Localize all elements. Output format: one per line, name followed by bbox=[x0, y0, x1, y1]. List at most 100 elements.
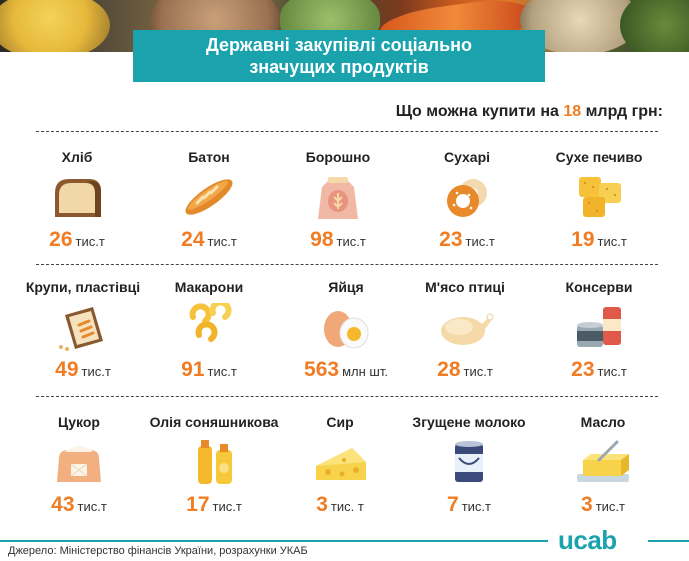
product-value: 43 bbox=[51, 493, 75, 516]
product-value: 24 bbox=[181, 228, 205, 251]
title-line-1: Державні закупівлі соціально bbox=[205, 35, 473, 55]
product-value: 23 bbox=[571, 358, 595, 381]
subtitle: Що можна купити на 18 млрд грн: bbox=[396, 103, 663, 121]
product-sunflower-oil: Олія соняшникова 17 тис.т bbox=[145, 413, 283, 533]
header-photo bbox=[0, 0, 689, 52]
product-name: Олія соняшникова bbox=[149, 414, 279, 430]
product-name: М'ясо птиці bbox=[425, 279, 505, 295]
sugar-sack-icon bbox=[57, 446, 101, 482]
oil-bottles-icon bbox=[198, 440, 232, 484]
ucab-logo: ucab bbox=[558, 525, 617, 555]
product-name: Борошно bbox=[305, 149, 371, 165]
pasta-icon bbox=[189, 303, 232, 342]
product-value: 3 bbox=[316, 493, 328, 516]
product-amount: 23 тис.т bbox=[398, 227, 536, 253]
condensed-milk-icon bbox=[455, 441, 483, 482]
product-unit: тис.т bbox=[207, 364, 237, 379]
product-unit: тис.т bbox=[461, 499, 491, 514]
product-value: 91 bbox=[181, 358, 205, 381]
product-value: 98 bbox=[310, 228, 334, 251]
product-eggs: Яйця 563 млн шт. bbox=[277, 278, 415, 398]
product-unit: тис.т bbox=[595, 499, 625, 514]
product-value: 3 bbox=[581, 493, 593, 516]
product-unit: тис.т bbox=[465, 234, 495, 249]
product-unit: тис.т bbox=[207, 234, 237, 249]
product-value: 28 bbox=[437, 358, 461, 381]
product-cereals: Крупи, пластівці 49 тис.т bbox=[14, 278, 152, 398]
product-unit: тис. т bbox=[330, 499, 364, 514]
divider-3 bbox=[36, 396, 658, 397]
eggs-icon bbox=[324, 311, 369, 349]
product-name: Консерви bbox=[565, 279, 633, 295]
product-name: Крупи, пластівці bbox=[25, 279, 141, 295]
chicken-icon bbox=[441, 313, 494, 345]
product-name: Батон bbox=[188, 149, 230, 165]
product-value: 23 bbox=[439, 228, 463, 251]
bagel-icon bbox=[447, 179, 487, 217]
title-line-2: значущих продуктів bbox=[249, 57, 429, 77]
product-canned: Консерви 23 тис.т bbox=[530, 278, 668, 398]
product-unit: тис.т bbox=[597, 364, 627, 379]
cereal-bag-icon bbox=[59, 307, 103, 351]
product-value: 19 bbox=[571, 228, 595, 251]
product-amount: 24 тис.т bbox=[140, 227, 278, 253]
product-unit: тис.т bbox=[212, 499, 242, 514]
product-name: Сухе печиво bbox=[555, 149, 643, 165]
product-rusks: Сухарі 23 тис.т bbox=[398, 148, 536, 268]
subtitle-suffix: млрд грн: bbox=[581, 103, 663, 120]
product-poultry: М'ясо птиці 28 тис.т bbox=[396, 278, 534, 398]
product-sugar: Цукор 43 тис.т bbox=[10, 413, 148, 533]
product-unit: тис.т bbox=[463, 364, 493, 379]
product-value: 26 bbox=[49, 228, 73, 251]
product-name: Макарони bbox=[174, 279, 244, 295]
product-amount: 26 тис.т bbox=[8, 227, 146, 253]
product-pasta: Макарони 91 тис.т bbox=[140, 278, 278, 398]
product-unit: тис.т bbox=[597, 234, 627, 249]
product-name: Хліб bbox=[61, 149, 93, 165]
product-amount: 98 тис.т bbox=[269, 227, 407, 253]
footer-divider-right bbox=[648, 540, 689, 542]
product-flour: Борошно 98 тис.т bbox=[269, 148, 407, 268]
bread-icon bbox=[55, 179, 101, 217]
product-value: 17 bbox=[186, 493, 210, 516]
product-amount: 17 тис.т bbox=[145, 492, 283, 518]
product-amount: 91 тис.т bbox=[140, 357, 278, 383]
flour-sack-icon bbox=[318, 177, 358, 219]
product-name: Яйця bbox=[328, 279, 364, 295]
footer-divider bbox=[0, 540, 548, 542]
baguette-icon bbox=[185, 179, 233, 215]
product-name: Згущене молоко bbox=[412, 414, 526, 430]
page-title: Державні закупівлі соціально значущих пр… bbox=[133, 30, 545, 82]
product-amount: 23 тис.т bbox=[530, 357, 668, 383]
product-butter: Масло 3 тис.т bbox=[534, 413, 672, 533]
product-name: Цукор bbox=[58, 414, 100, 430]
butter-icon bbox=[577, 440, 629, 482]
product-name: Сухарі bbox=[443, 149, 491, 165]
product-amount: 28 тис.т bbox=[396, 357, 534, 383]
product-cheese: Сир 3 тис. т bbox=[271, 413, 409, 533]
subtitle-prefix: Що можна купити на bbox=[395, 103, 564, 120]
product-unit: млн шт. bbox=[342, 364, 388, 379]
divider-1 bbox=[36, 131, 658, 132]
product-amount: 43 тис.т bbox=[10, 492, 148, 518]
product-value: 563 bbox=[304, 358, 340, 381]
product-bread: Хліб 26 тис.т bbox=[8, 148, 146, 268]
product-amount: 563 млн шт. bbox=[277, 357, 415, 383]
product-baguette: Батон 24 тис.т bbox=[140, 148, 278, 268]
cheese-icon bbox=[316, 448, 366, 480]
product-value: 7 bbox=[447, 493, 459, 516]
subtitle-value: 18 bbox=[563, 103, 582, 120]
product-amount: 49 тис.т bbox=[14, 357, 152, 383]
source-note: Джерело: Міністерство фінансів України, … bbox=[8, 545, 308, 557]
product-unit: тис.т bbox=[81, 364, 111, 379]
product-unit: тис.т bbox=[77, 499, 107, 514]
product-amount: 3 тис.т bbox=[534, 492, 672, 518]
product-condensed-milk: Згущене молоко 7 тис.т bbox=[400, 413, 538, 533]
product-amount: 3 тис. т bbox=[271, 492, 409, 518]
product-value: 49 bbox=[55, 358, 79, 381]
cookies-icon bbox=[579, 177, 621, 217]
product-amount: 7 тис.т bbox=[400, 492, 538, 518]
product-amount: 19 тис.т bbox=[530, 227, 668, 253]
product-name: Масло bbox=[580, 414, 626, 430]
cans-icon bbox=[577, 307, 621, 347]
